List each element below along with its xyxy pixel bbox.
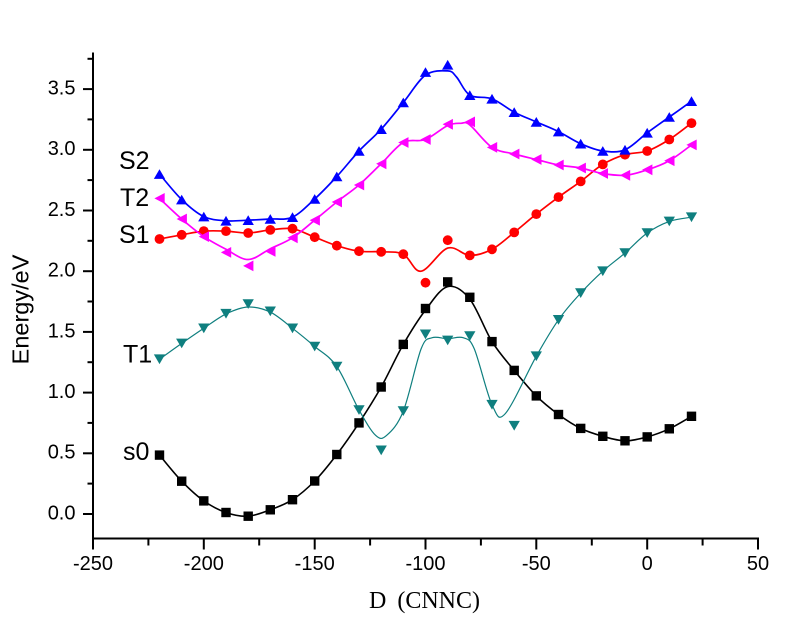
- svg-text:T1: T1: [123, 341, 152, 369]
- svg-text:D(CNNC): D (CNNC): [369, 588, 480, 614]
- svg-text:2.0: 2.0: [48, 260, 76, 282]
- svg-text:-200: -200: [184, 553, 224, 575]
- svg-text:S1: S1: [119, 221, 150, 249]
- svg-text:2.5: 2.5: [48, 199, 76, 221]
- svg-text:S2: S2: [119, 147, 150, 175]
- svg-text:1.0: 1.0: [48, 381, 76, 403]
- svg-text:0.5: 0.5: [48, 442, 76, 464]
- svg-text:-150: -150: [295, 553, 335, 575]
- svg-text:-100: -100: [405, 553, 445, 575]
- svg-text:s0: s0: [123, 438, 149, 466]
- svg-text:-250: -250: [73, 553, 113, 575]
- svg-text:50: 50: [747, 553, 769, 575]
- svg-text:1.5: 1.5: [48, 320, 76, 342]
- svg-text:Energy/eV: Energy/eV: [8, 254, 34, 364]
- svg-text:3.0: 3.0: [48, 138, 76, 160]
- svg-text:0.0: 0.0: [48, 502, 76, 524]
- svg-text:3.5: 3.5: [48, 78, 76, 100]
- svg-text:-50: -50: [522, 553, 551, 575]
- svg-text:0: 0: [642, 553, 653, 575]
- svg-text:T2: T2: [120, 184, 149, 212]
